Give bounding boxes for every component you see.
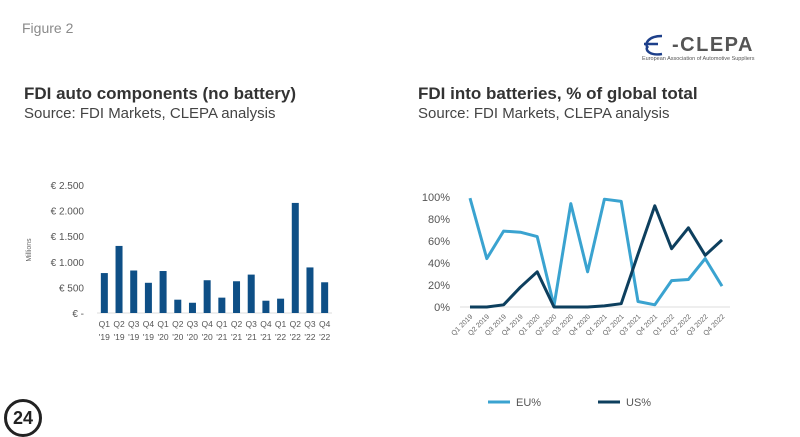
- bar: [247, 274, 255, 313]
- bar: [100, 273, 108, 313]
- y-tick-label: 60%: [428, 236, 450, 248]
- bar: [233, 281, 241, 313]
- bar: [115, 245, 123, 313]
- figure-label: Figure 2: [22, 20, 74, 36]
- x-tick-label: Q2: [231, 319, 243, 329]
- bar: [188, 302, 196, 313]
- y-tick-label: € 2.500: [51, 181, 85, 192]
- left-chart-source: Source: FDI Markets, CLEPA analysis: [24, 105, 276, 122]
- x-tick-label: Q2: [172, 319, 184, 329]
- y-tick-label: € 1.000: [51, 258, 85, 269]
- x-tick-label: '22: [290, 332, 301, 342]
- x-tick-label: '21: [216, 332, 227, 342]
- x-tick-label: '20: [187, 332, 198, 342]
- x-tick-label: Q2: [290, 319, 302, 329]
- y-tick-label: € -: [72, 309, 84, 320]
- legend-label: US%: [626, 397, 651, 409]
- x-tick-label: '22: [275, 332, 286, 342]
- bar: [262, 300, 270, 313]
- x-tick-label: Q4: [260, 319, 272, 329]
- x-tick-label: Q4: [201, 319, 213, 329]
- y-axis-label: Millions: [26, 238, 33, 262]
- right-chart-source: Source: FDI Markets, CLEPA analysis: [418, 105, 670, 122]
- y-tick-label: € 2.000: [51, 207, 85, 218]
- x-tick-label: '20: [202, 332, 213, 342]
- x-tick-label: '21: [260, 332, 271, 342]
- bar-chart: € - € 500 € 1.000 € 1.500 € 2.000 € 2.500 Mill…: [26, 181, 332, 342]
- svg-text:European Association of Automo: European Association of Automotive Suppl…: [642, 56, 755, 62]
- x-tick-label: '22: [319, 332, 330, 342]
- x-tick-label: Q3: [304, 319, 316, 329]
- x-tick-label: Q4: [143, 319, 155, 329]
- bar: [144, 282, 152, 313]
- x-tick-label: '19: [143, 332, 154, 342]
- x-tick-label: Q3: [187, 319, 199, 329]
- x-tick-label: Q3: [246, 319, 258, 329]
- y-tick-label: € 1.500: [51, 232, 85, 243]
- y-tick-label: 0%: [434, 302, 450, 314]
- bar: [277, 298, 285, 313]
- right-chart-title: FDI into batteries, % of global total: [418, 84, 698, 103]
- x-tick-label: Q1: [99, 319, 111, 329]
- y-tick-label: 100%: [422, 192, 450, 204]
- y-tick-label: 80%: [428, 214, 450, 226]
- x-tick-label: Q1: [275, 319, 287, 329]
- bar: [159, 271, 167, 313]
- bar: [291, 202, 299, 313]
- series-line-US: [470, 204, 724, 309]
- x-tick-label: '20: [172, 332, 183, 342]
- x-tick-label: '21: [246, 332, 257, 342]
- x-tick-label: Q4: [319, 319, 331, 329]
- series-line-EU: [468, 197, 724, 308]
- x-tick-label: '20: [158, 332, 169, 342]
- svg-text:-CLEPA: -CLEPA: [672, 34, 754, 56]
- x-tick-label: Q1: [157, 319, 169, 329]
- legend-label: EU%: [516, 397, 541, 409]
- left-chart-title: FDI auto components (no battery): [24, 84, 296, 103]
- x-tick-label: Q1: [216, 319, 228, 329]
- y-tick-label: 20%: [428, 280, 450, 292]
- x-tick-label: '19: [128, 332, 139, 342]
- x-tick-label: Q2: [113, 319, 125, 329]
- clepa-logo: -CLEPA European Association of Automotiv…: [640, 30, 775, 67]
- y-tick-label: € 500: [59, 283, 84, 294]
- bar: [218, 297, 226, 313]
- x-tick-label: Q3: [128, 319, 140, 329]
- x-tick-label: '22: [304, 332, 315, 342]
- bar: [174, 299, 182, 313]
- bar: [130, 270, 138, 313]
- bar: [306, 267, 314, 313]
- bar: [321, 282, 329, 313]
- x-tick-label: '21: [231, 332, 242, 342]
- x-tick-label: '19: [99, 332, 110, 342]
- site-badge: 24: [4, 399, 42, 437]
- y-tick-label: 40%: [428, 258, 450, 270]
- bar: [203, 280, 211, 313]
- x-tick-label: '19: [113, 332, 124, 342]
